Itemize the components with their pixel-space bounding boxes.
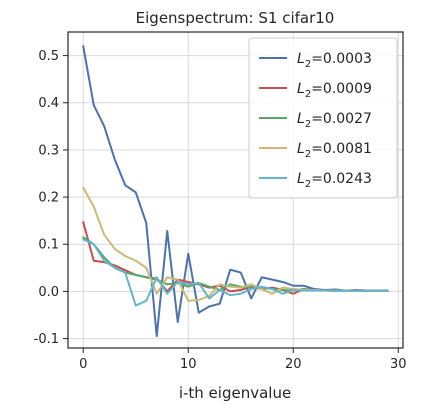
- legend: L2=0.0003 L2=0.0009 L2=0.0027 L2=0.0081 L2=0…: [248, 37, 398, 199]
- legend-entry-label: L2=0.0027: [297, 111, 372, 130]
- y-tick-label: 0.4: [38, 96, 59, 111]
- chart-title: Eigenspectrum: S1 cifar10: [136, 9, 335, 27]
- axes: 0 10 20 30 -0.1 0.0 0.1 0.2 0.3 0.4 0.5: [34, 31, 407, 372]
- legend-box: [248, 37, 398, 199]
- legend-entry-label: L2=0.0003: [297, 51, 372, 70]
- y-tick-label: 0.2: [38, 191, 59, 206]
- y-tick-label: 0.3: [38, 143, 59, 158]
- x-tick-label: 10: [180, 357, 197, 372]
- legend-entry-label: L2=0.0243: [297, 171, 372, 190]
- series-line-5: [82, 238, 389, 307]
- y-tick-label: 0.0: [38, 285, 59, 300]
- y-tick-label: -0.1: [34, 332, 59, 347]
- plot-frame: [67, 31, 404, 349]
- legend-entry-label: L2=0.0009: [297, 81, 372, 100]
- y-tick-label: 0.1: [38, 238, 59, 253]
- series-lines: [82, 45, 389, 338]
- x-axis-label: i-th eigenvalue: [179, 384, 291, 402]
- x-tick-label: 20: [285, 357, 302, 372]
- y-tick-label: 0.5: [38, 49, 59, 64]
- legend-entry-label: L2=0.0081: [297, 141, 372, 160]
- x-tick-label: 30: [390, 357, 407, 372]
- x-tick-label: 0: [79, 357, 87, 372]
